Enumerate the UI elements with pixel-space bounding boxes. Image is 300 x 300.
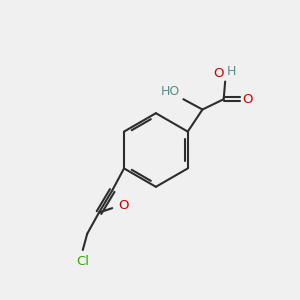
Text: O: O <box>118 199 129 212</box>
Text: HO: HO <box>161 85 180 98</box>
Text: O: O <box>242 93 253 106</box>
Text: H: H <box>226 65 236 78</box>
Text: Cl: Cl <box>76 255 89 268</box>
Text: O: O <box>213 67 224 80</box>
